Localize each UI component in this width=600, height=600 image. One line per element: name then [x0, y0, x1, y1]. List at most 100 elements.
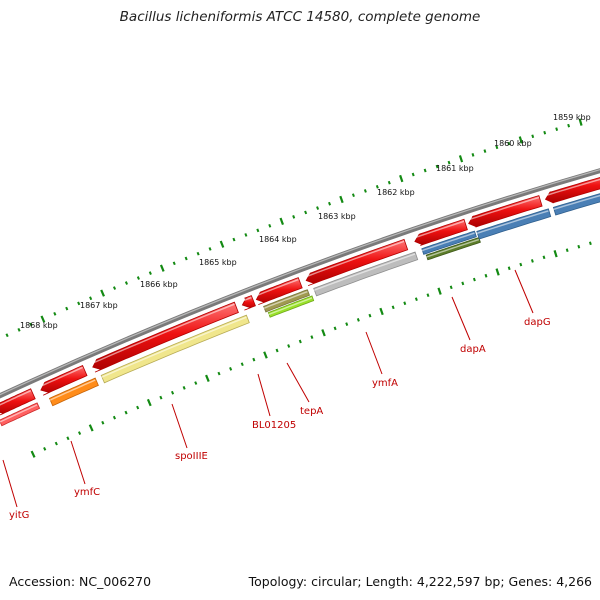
- gene-label-dapg: dapG: [524, 317, 551, 328]
- inner-tick: [43, 446, 47, 451]
- gene-leader-line: [70, 440, 86, 485]
- inner-tick: [403, 301, 407, 306]
- inner-tick: [542, 255, 546, 260]
- kbp-label: 1868 kbp: [20, 321, 58, 330]
- outer-tick: [268, 223, 272, 228]
- outer-tick: [65, 306, 69, 311]
- outer-tick: [232, 237, 236, 242]
- gene-leader-line: [286, 362, 310, 403]
- gene-label-spoiiie: spoIIIE: [175, 451, 208, 462]
- outer-tick: [507, 141, 511, 146]
- kbp-label: 1863 kbp: [318, 212, 356, 221]
- inner-tick: [287, 344, 291, 348]
- outer-tick: [112, 286, 117, 290]
- outer-tick: [29, 322, 33, 327]
- outer-tick: [172, 261, 176, 266]
- cds-arrow: [468, 195, 543, 228]
- outer-tick: [219, 240, 225, 248]
- cds-arrow-gloss: [254, 278, 299, 298]
- inner-tick: [588, 241, 592, 246]
- cds-arrow: [0, 388, 36, 416]
- coordinate-ticks: [5, 118, 592, 458]
- inner-tick: [391, 305, 395, 310]
- cds-arrow-gloss: [240, 296, 252, 303]
- cds-arrow: [255, 277, 303, 305]
- cds-arrow: [40, 364, 88, 396]
- inner-tick: [461, 281, 465, 286]
- inner-tick: [54, 441, 58, 446]
- kbp-labels: 1868 kbp 1867 kbp 1866 kbp 1865 kbp 1864 kbp…: [20, 113, 591, 330]
- inner-tick: [310, 335, 314, 339]
- outer-tick: [363, 189, 367, 193]
- outer-tick: [543, 130, 547, 135]
- outer-tick: [196, 251, 200, 256]
- outer-tick: [411, 172, 415, 177]
- outer-tick: [5, 333, 9, 338]
- inner-tick: [275, 348, 279, 353]
- inner-tick: [437, 287, 442, 295]
- outer-tick: [471, 153, 475, 157]
- inner-tick: [519, 262, 523, 267]
- inner-tick: [194, 381, 198, 385]
- inner-tick: [565, 248, 569, 253]
- inner-tick: [484, 273, 488, 278]
- gene-bar-gloss: [0, 404, 38, 423]
- kbp-label: 1865 kbp: [199, 258, 237, 267]
- outer-tick: [531, 134, 535, 139]
- inner-tick: [240, 362, 244, 367]
- inner-tick: [170, 390, 175, 395]
- cds-arrow: [92, 301, 239, 373]
- inner-tick: [205, 374, 210, 382]
- inner-tick: [426, 293, 430, 298]
- inner-tick: [217, 371, 221, 376]
- outer-tick: [423, 168, 427, 173]
- gene-leader-line: [2, 459, 18, 508]
- gene-bar-gloss: [49, 379, 96, 402]
- cds-arrow-gloss: [38, 366, 83, 388]
- outer-tick: [351, 193, 355, 198]
- outer-tick: [208, 247, 212, 251]
- gene-bar-gloss: [268, 297, 313, 316]
- cds-arrow-gloss: [90, 303, 235, 365]
- outer-tick: [339, 195, 344, 204]
- kbp-label: 1861 kbp: [436, 164, 474, 173]
- inner-tick: [495, 268, 500, 276]
- map-title: Bacillus licheniformis ATCC 14580, compl…: [119, 9, 481, 25]
- outer-tick: [40, 315, 46, 323]
- genome-backbone: [0, 168, 600, 399]
- inner-tick: [101, 420, 105, 425]
- gene-labels: yitG ymfC spoIIIE BL01205 tepA ymfA dapA dapG: [2, 269, 551, 521]
- inner-tick: [263, 351, 268, 359]
- outer-tick: [387, 180, 391, 185]
- genome-backbone-highlight: [0, 169, 600, 396]
- outer-tick: [148, 271, 152, 275]
- outer-tick: [136, 276, 140, 280]
- inner-tick: [78, 431, 82, 435]
- inner-tick: [136, 405, 140, 410]
- gene-bar: [313, 251, 419, 297]
- outer-tick: [555, 127, 559, 131]
- cds-arrow-gloss: [304, 240, 405, 278]
- kbp-label: 1860 kbp: [494, 139, 532, 148]
- gene-bar: [48, 377, 99, 407]
- inner-tick: [321, 329, 326, 337]
- outer-tick: [518, 136, 523, 144]
- gene-label-yitg: yitG: [9, 510, 29, 521]
- outer-tick: [483, 149, 487, 153]
- inner-tick: [379, 307, 384, 316]
- outer-tick: [17, 327, 21, 332]
- gene-label-tepa: tepA: [300, 406, 323, 417]
- outer-tick: [447, 160, 451, 165]
- inner-tick: [449, 285, 453, 290]
- outer-tick: [159, 264, 165, 272]
- accession-text: Accession: NC_006270: [9, 574, 152, 589]
- outer-tick: [375, 184, 379, 189]
- inner-tick: [507, 266, 511, 271]
- outer-tick: [458, 155, 464, 163]
- cds-arrow-gloss: [466, 196, 540, 221]
- gene-bar-gloss: [476, 210, 549, 235]
- inner-tick: [124, 410, 128, 415]
- outer-tick: [316, 206, 320, 210]
- outer-tick: [100, 289, 105, 297]
